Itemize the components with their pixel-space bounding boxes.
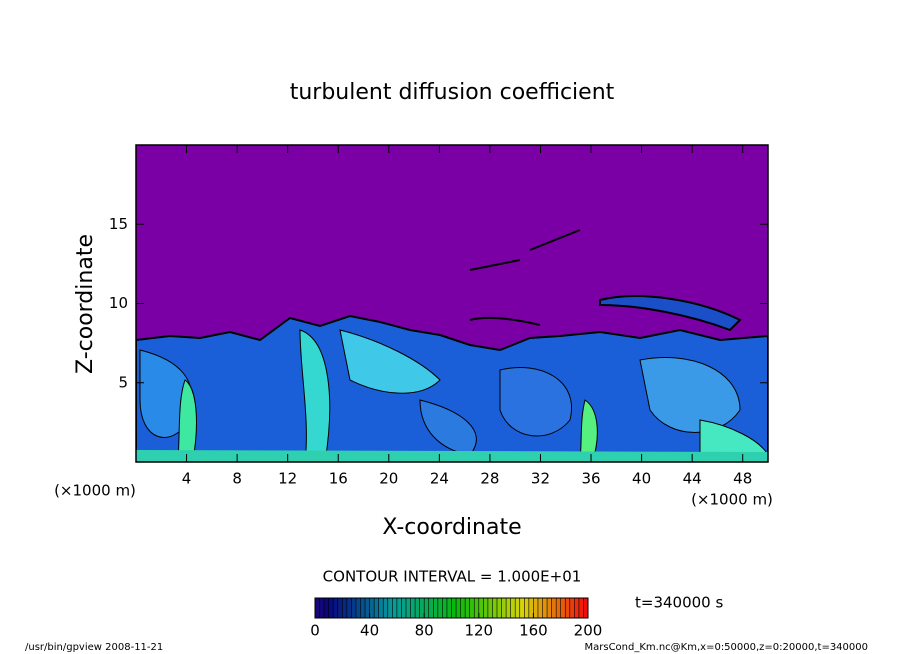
colorbar-cell — [442, 598, 448, 618]
colorbar-cell — [433, 598, 439, 618]
colorbar-cell — [528, 598, 534, 618]
x-tick-label: 4 — [182, 470, 192, 488]
colorbar-cell — [497, 598, 503, 618]
colorbar-cell — [574, 598, 580, 618]
y-tick-label: 5 — [118, 373, 128, 391]
colorbar-cell — [583, 598, 589, 618]
colorbar-cell — [392, 598, 398, 618]
colorbar-cell — [328, 598, 334, 618]
colorbar-cell — [355, 598, 361, 618]
colorbar-cell — [560, 598, 566, 618]
y-tick-label: 15 — [109, 215, 128, 233]
y-tick-label: 10 — [109, 294, 128, 312]
colorbar-cell — [342, 598, 348, 618]
colorbar-tick-label: 200 — [574, 622, 603, 640]
colorbar-cell — [437, 598, 443, 618]
x-tick-label: 8 — [232, 470, 242, 488]
colorbar-frame — [314, 597, 589, 619]
colorbar-cell — [428, 598, 434, 618]
colorbar-cell — [547, 598, 553, 618]
colorbar-cell — [578, 598, 584, 618]
colorbar-cell — [346, 598, 352, 618]
colorbar-cell — [401, 598, 407, 618]
y-axis-label: Z-coordinate — [73, 234, 98, 374]
colorbar-cell — [365, 598, 371, 618]
colorbar-cell — [396, 598, 402, 618]
colorbar-cell — [383, 598, 389, 618]
colorbar-cell — [451, 598, 457, 618]
colorbar-cell — [506, 598, 512, 618]
colorbar-cell — [378, 598, 384, 618]
colorbar-cell — [465, 598, 471, 618]
colorbar-cell — [519, 598, 525, 618]
colorbar-cell — [374, 598, 380, 618]
time-label: t=340000 s — [635, 594, 723, 612]
footer-right: MarsCond_Km.nc@Km,x=0:50000,z=0:20000,t=… — [585, 642, 869, 653]
x-tick-label: 40 — [632, 470, 651, 488]
colorbar-cell — [410, 598, 416, 618]
colorbar-cell — [415, 598, 421, 618]
colorbar-cell — [324, 598, 330, 618]
x-tick-label: 28 — [480, 470, 499, 488]
colorbar-cell — [501, 598, 507, 618]
colorbar-cell — [551, 598, 557, 618]
colorbar-cell — [315, 598, 321, 618]
colorbar-cell — [474, 598, 480, 618]
x-tick-label: 20 — [379, 470, 398, 488]
x-unit: (×1000 m) — [54, 482, 136, 500]
x-tick-label: 44 — [683, 470, 702, 488]
colorbar-cell — [424, 598, 430, 618]
colorbar-cell — [337, 598, 343, 618]
contour-field — [136, 145, 768, 462]
x-axis-label: X-coordinate — [382, 515, 521, 540]
colorbar-cell — [460, 598, 466, 618]
colorbar-cell — [542, 598, 548, 618]
colorbar-cell — [510, 598, 516, 618]
colorbar-tick-label: 120 — [464, 622, 493, 640]
colorbar-cell — [565, 598, 571, 618]
colorbar-cell — [351, 598, 357, 618]
x-tick-label: 32 — [531, 470, 550, 488]
colorbar-cell — [533, 598, 539, 618]
colorbar-cell — [487, 598, 493, 618]
colorbar-tick-label: 80 — [415, 622, 434, 640]
colorbar-cell — [469, 598, 475, 618]
x-tick-label: 48 — [733, 470, 752, 488]
colorbar-cell — [360, 598, 366, 618]
colorbar-cell — [387, 598, 393, 618]
colorbar-cell — [569, 598, 575, 618]
colorbar-cell — [406, 598, 412, 618]
colorbar-cell — [333, 598, 339, 618]
x-tick-label: 12 — [278, 470, 297, 488]
contour-interval: CONTOUR INTERVAL = 1.000E+01 — [323, 568, 582, 586]
colorbar-cell — [492, 598, 498, 618]
colorbar-cell — [478, 598, 484, 618]
colorbar-cell — [556, 598, 562, 618]
colorbar-cell — [369, 598, 375, 618]
colorbar-cell — [446, 598, 452, 618]
colorbar-cell — [537, 598, 543, 618]
x-tick-label: 24 — [430, 470, 449, 488]
y-unit: (×1000 m) — [691, 491, 773, 509]
colorbar-cell — [419, 598, 425, 618]
x-tick-label: 16 — [329, 470, 348, 488]
colorbar-cell — [524, 598, 530, 618]
colorbar-cell — [456, 598, 462, 618]
chart-title: turbulent diffusion coefficient — [290, 80, 615, 105]
x-tick-label: 36 — [581, 470, 600, 488]
colorbar-tick-label: 40 — [360, 622, 379, 640]
colorbar-cell — [515, 598, 521, 618]
colorbar-cell — [319, 598, 325, 618]
colorbar-tick-label: 0 — [310, 622, 320, 640]
colorbar-tick-label: 160 — [519, 622, 548, 640]
colorbar-cell — [483, 598, 489, 618]
footer-left: /usr/bin/gpview 2008-11-21 — [25, 642, 163, 653]
